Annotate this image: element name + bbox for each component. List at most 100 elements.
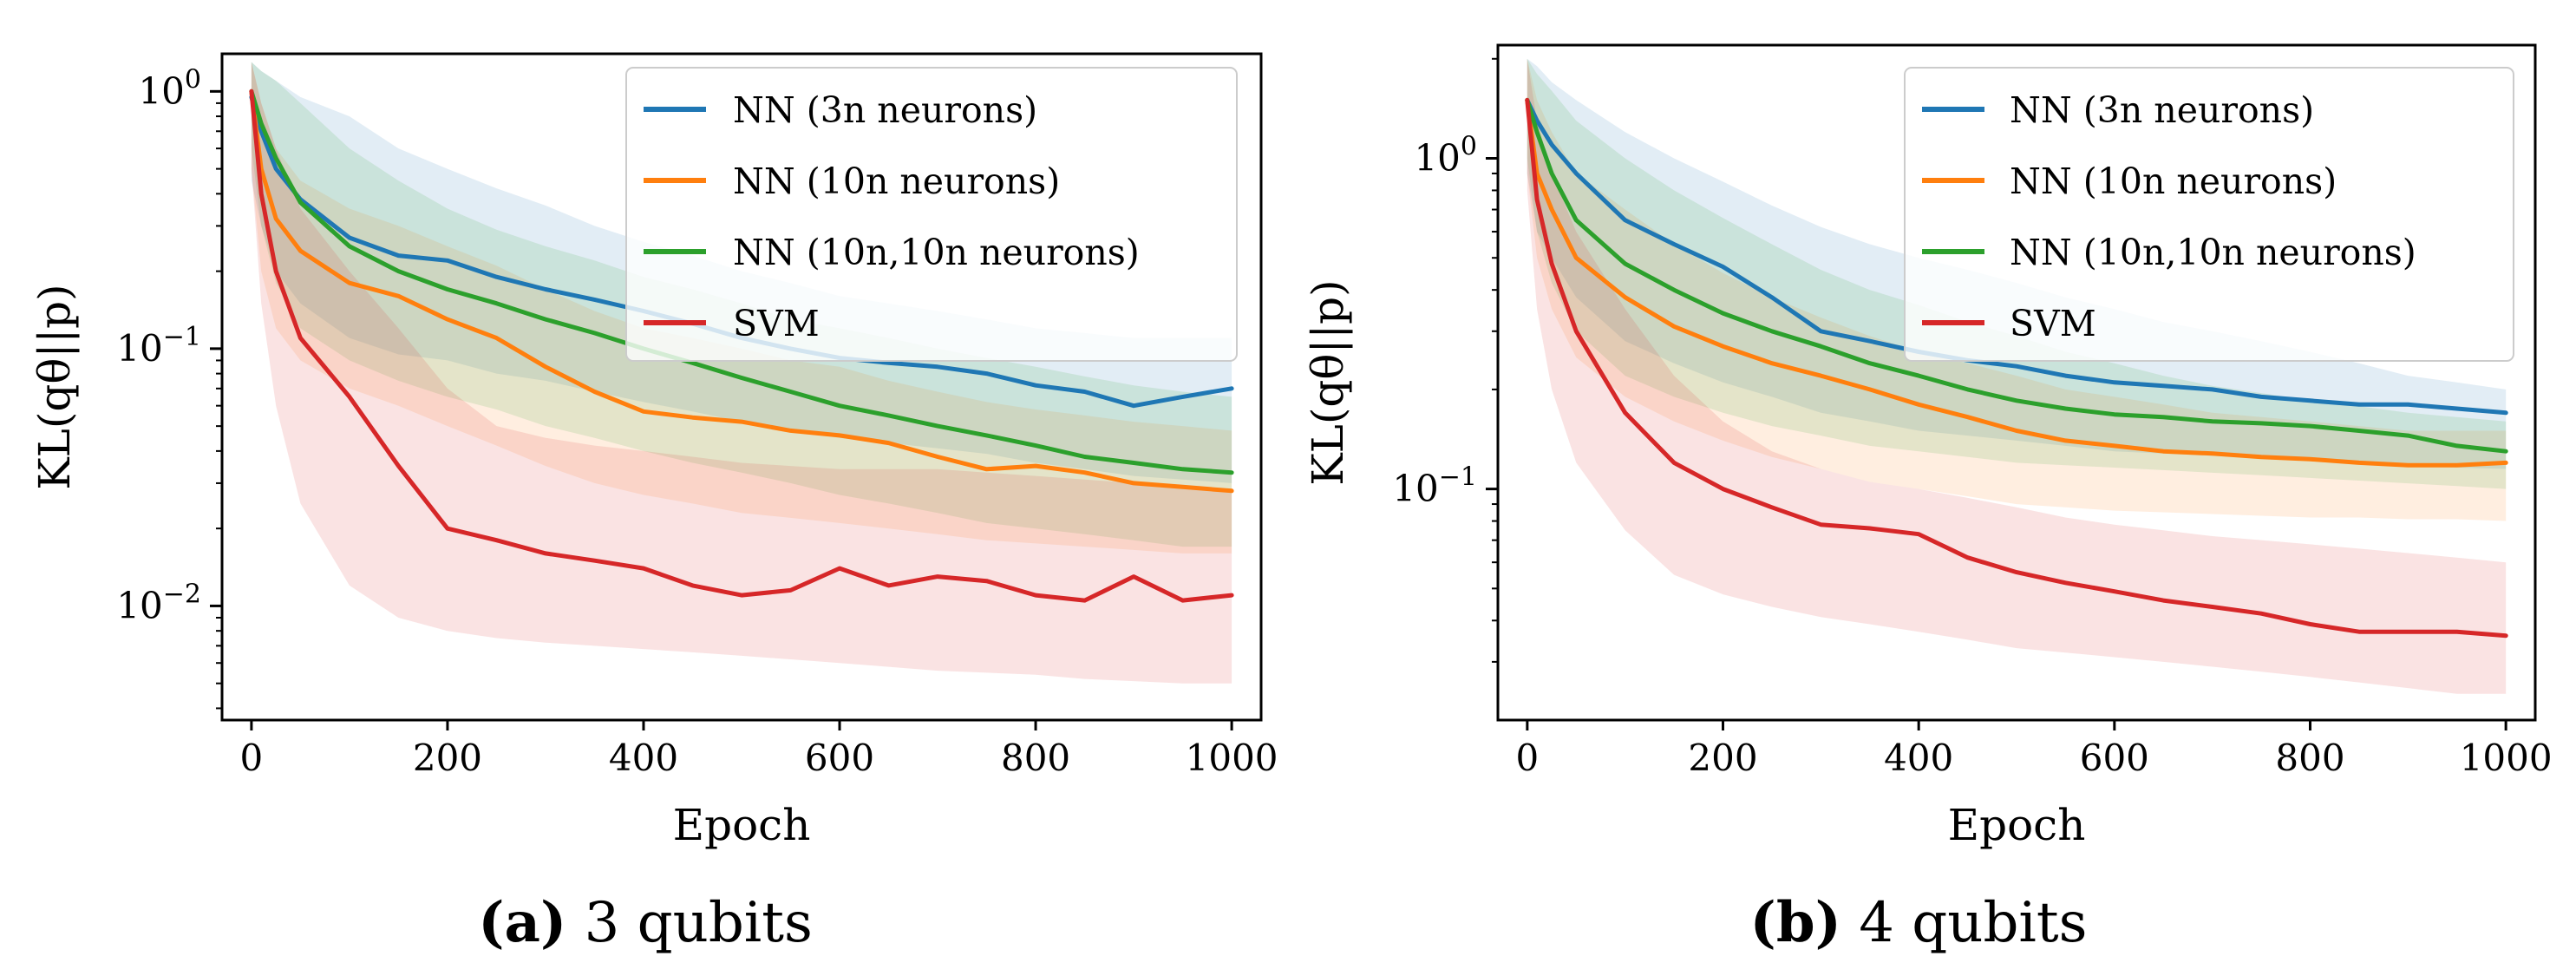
point-nn-10n-neurons-a: [446, 318, 449, 321]
point-svm-a: [691, 584, 694, 587]
point-nn-3n-neurons-b: [2015, 364, 2018, 368]
point-nn-10n-neurons-a: [740, 420, 743, 423]
caption-text-b: 4 qubits: [1859, 891, 2087, 955]
band-svm-b: [1527, 58, 2507, 694]
point-svm-b: [2161, 599, 2165, 602]
point-svm-a: [274, 270, 278, 273]
point-nn-3n-neurons-a: [936, 365, 939, 369]
caption-tag-a: (a): [478, 890, 566, 955]
point-nn-10n-10n-neurons-a: [838, 404, 841, 408]
x-tick-label-b: 800: [2275, 737, 2344, 779]
point-nn-10n-neurons-b: [2063, 439, 2067, 442]
point-svm-b: [1526, 98, 1529, 102]
point-nn-10n-neurons-b: [2113, 444, 2116, 448]
point-nn-3n-neurons-b: [1770, 296, 1774, 299]
point-nn-10n-10n-neurons-b: [1722, 311, 1724, 315]
point-nn-3n-neurons-b: [2406, 403, 2409, 406]
x-tick-label-a: 1000: [1186, 737, 1278, 779]
point-svm-a: [887, 584, 890, 587]
point-nn-3n-neurons-b: [2504, 411, 2507, 415]
point-nn-10n-10n-neurons-a: [789, 390, 792, 393]
point-nn-10n-10n-neurons-a: [1034, 444, 1037, 448]
band-svm-a: [251, 62, 1232, 684]
point-nn-10n-neurons-a: [1181, 485, 1185, 488]
point-nn-3n-neurons-b: [1550, 143, 1553, 147]
band-nn-10n-neurons-a: [251, 62, 1232, 554]
point-nn-3n-neurons-a: [887, 361, 890, 364]
x-tick-label-a: 0: [240, 737, 264, 779]
point-nn-3n-neurons-b: [1535, 119, 1539, 122]
y-axis-ticks-b: 100 10−1: [1392, 57, 1498, 663]
point-nn-3n-neurons-b: [1672, 243, 1676, 246]
legend-box-a: [625, 67, 1238, 362]
point-nn-10n-10n-neurons-a: [1181, 468, 1185, 471]
point-nn-10n-10n-neurons-b: [2161, 416, 2165, 419]
legend-label-nn-3n-a: NN (3n neurons): [733, 89, 1037, 131]
point-nn-10n-neurons-a: [789, 429, 792, 432]
point-nn-10n-10n-neurons-b: [1624, 262, 1627, 265]
point-svm-b: [1770, 506, 1774, 509]
point-svm-a: [838, 567, 841, 570]
point-nn-10n-neurons-a: [985, 468, 988, 471]
point-nn-10n-10n-neurons-b: [1770, 330, 1774, 333]
point-nn-10n-neurons-b: [1917, 403, 1920, 406]
point-nn-10n-neurons-b: [2357, 461, 2361, 464]
point-nn-10n-neurons-b: [1819, 374, 1822, 377]
point-svm-a: [495, 539, 498, 542]
legend-label-nn-10n-10n-b: NN (10n,10n neurons): [2010, 232, 2416, 273]
point-nn-10n-neurons-a: [1132, 481, 1135, 485]
point-nn-3n-neurons-b: [2455, 407, 2459, 410]
x-tick-label-b: 600: [2080, 737, 2149, 779]
point-nn-3n-neurons-a: [1230, 387, 1233, 390]
point-svm-b: [1722, 488, 1724, 491]
point-nn-10n-10n-neurons-a: [298, 200, 302, 204]
point-nn-10n-neurons-a: [593, 390, 596, 393]
point-nn-10n-10n-neurons-b: [1672, 288, 1676, 291]
point-nn-3n-neurons-a: [593, 298, 596, 301]
point-nn-10n-10n-neurons-b: [2113, 413, 2116, 416]
point-svm-b: [2113, 590, 2116, 593]
legend-label-svm-a: SVM: [733, 303, 820, 344]
point-svm-b: [2063, 581, 2067, 585]
panel-b-4-qubits: 0 200 400 600 800 1000 100 10−1 Epoch KL(qθ||p…: [1303, 43, 2553, 955]
point-svm-b: [2309, 623, 2311, 626]
point-nn-10n-10n-neurons-b: [1574, 219, 1578, 222]
point-nn-10n-10n-neurons-a: [985, 434, 988, 437]
point-nn-3n-neurons-b: [2259, 395, 2263, 398]
point-nn-10n-10n-neurons-a: [259, 121, 263, 125]
point-nn-3n-neurons-a: [1034, 383, 1037, 387]
point-nn-10n-neurons-b: [2015, 429, 2018, 432]
point-nn-10n-neurons-a: [1083, 471, 1087, 475]
point-nn-10n-10n-neurons-a: [446, 288, 449, 291]
point-svm-b: [2357, 630, 2361, 633]
band-nn-3n-neurons-b: [1527, 58, 2507, 469]
point-svm-a: [348, 395, 351, 398]
point-nn-10n-10n-neurons-a: [274, 156, 278, 160]
point-nn-3n-neurons-a: [544, 288, 547, 291]
caption-a: (a) 3 qubits: [478, 890, 813, 955]
x-tick-label-b: 200: [1688, 737, 1757, 779]
point-nn-10n-10n-neurons-a: [1230, 471, 1233, 475]
legend-label-nn-10n-a: NN (10n neurons): [733, 160, 1060, 202]
x-tick-label-b: 400: [1884, 737, 1953, 779]
point-svm-a: [789, 588, 792, 592]
x-axis-ticks-b: 0 200 400 600 800 1000: [1515, 720, 2553, 779]
x-tick-label-a: 400: [609, 737, 678, 779]
plot-frame-a: [220, 52, 1263, 722]
point-nn-10n-10n-neurons-b: [1535, 130, 1539, 134]
point-nn-10n-10n-neurons-a: [936, 424, 939, 428]
panel-a-3-qubits: 0 200 400 600 800 1000 100 10−1 10−2 Epoch KL(q…: [29, 52, 1278, 955]
point-svm-a: [740, 593, 743, 597]
point-nn-10n-10n-neurons-b: [2309, 424, 2311, 428]
point-nn-10n-neurons-a: [642, 409, 645, 413]
point-svm-a: [298, 337, 302, 340]
point-nn-10n-10n-neurons-a: [1083, 455, 1087, 458]
point-nn-3n-neurons-b: [1624, 219, 1627, 222]
point-svm-a: [936, 575, 939, 579]
point-nn-3n-neurons-a: [259, 129, 263, 133]
band-nn-10n-10n-neurons-b: [1527, 58, 2507, 489]
point-nn-10n-neurons-a: [838, 434, 841, 437]
point-nn-10n-neurons-a: [691, 416, 694, 419]
y-tick-label-a: 10−1: [116, 322, 201, 370]
point-nn-10n-10n-neurons-b: [2259, 422, 2263, 425]
